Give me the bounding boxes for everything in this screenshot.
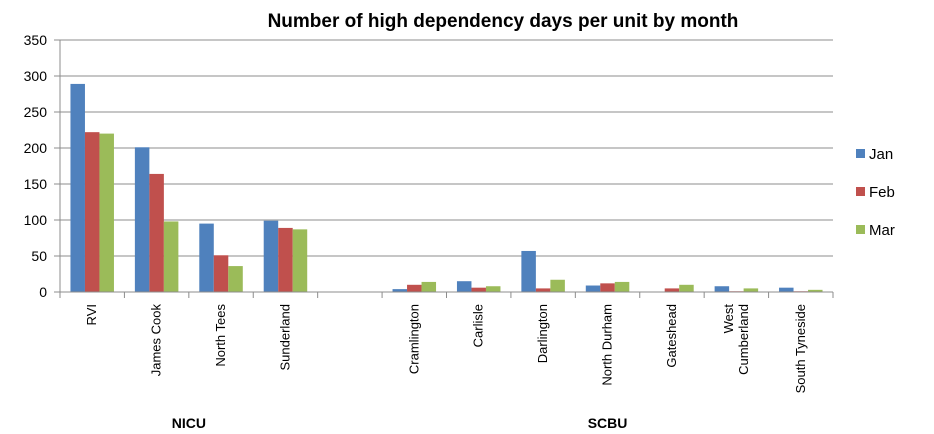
bar-jan — [521, 250, 536, 292]
y-tick-label: 200 — [24, 140, 48, 156]
chart-title: Number of high dependency days per unit … — [268, 11, 739, 32]
bar-mar — [743, 288, 759, 292]
bar-feb — [664, 288, 680, 292]
bar-mar — [292, 229, 308, 292]
bar-feb — [213, 255, 229, 292]
group-label: SCBU — [588, 415, 628, 431]
category-label: RVI — [84, 304, 99, 325]
category-label: North Durham — [600, 304, 615, 386]
y-tick-label: 150 — [24, 176, 48, 192]
y-tick-label: 100 — [24, 212, 48, 228]
axes — [54, 39, 834, 298]
bar-feb — [407, 284, 422, 292]
bar-feb — [84, 132, 100, 292]
bar-feb — [149, 173, 164, 292]
legend-label: Jan — [869, 146, 893, 163]
category-labels: RVI James Cook North Tees Sunderland Cramlin… — [84, 304, 808, 394]
bar-feb — [600, 283, 615, 292]
legend-swatch-mar — [856, 225, 865, 234]
legend-swatch-feb — [856, 187, 865, 196]
bar-feb — [471, 287, 486, 292]
group-labels: NICU SCBU — [172, 415, 628, 431]
bar-mar — [228, 266, 243, 292]
y-tick-labels: 0 50 100 150 200 250 300 350 — [24, 32, 48, 300]
y-tick-label: 0 — [39, 284, 47, 300]
legend-label: Mar — [869, 222, 895, 239]
bar-jan — [134, 147, 150, 292]
category-label: South Tyneside — [793, 304, 808, 393]
bar-jan — [199, 223, 214, 292]
bar-jan — [585, 285, 601, 292]
y-tick-label: 350 — [24, 32, 48, 48]
group-label: NICU — [172, 415, 206, 431]
bar-mar — [614, 281, 630, 292]
bar-jan — [714, 286, 730, 292]
bar-mar — [421, 281, 437, 292]
category-label: James Cook — [149, 304, 164, 377]
gridlines — [60, 39, 833, 257]
bar-mar — [99, 133, 114, 292]
legend-swatch-jan — [856, 149, 865, 158]
bar-feb — [278, 227, 293, 292]
category-label: Gateshead — [664, 304, 679, 368]
legend: Jan Feb Mar — [856, 146, 895, 239]
y-tick-label: 50 — [31, 248, 47, 264]
bar-mar — [485, 286, 501, 292]
bars — [70, 83, 823, 292]
bar-feb — [535, 288, 551, 292]
bar-jan — [263, 220, 279, 292]
bar-jan — [456, 281, 472, 292]
y-tick-label: 300 — [24, 68, 48, 84]
bar-mar — [550, 279, 565, 292]
category-label: Cramlington — [406, 304, 421, 374]
bar-mar — [163, 221, 179, 292]
category-label: Sunderland — [277, 304, 292, 371]
bar-jan — [392, 289, 408, 292]
category-label: Darlington — [535, 304, 550, 363]
bar-mar — [679, 284, 694, 292]
category-label: Carlisle — [471, 304, 486, 347]
category-label: North Tees — [213, 304, 228, 367]
legend-label: Feb — [869, 184, 895, 201]
category-label: WestCumberland — [721, 304, 751, 375]
bar-jan — [779, 287, 794, 292]
y-tick-label: 250 — [24, 104, 48, 120]
bar-mar — [808, 289, 823, 292]
bar-jan — [70, 83, 85, 292]
